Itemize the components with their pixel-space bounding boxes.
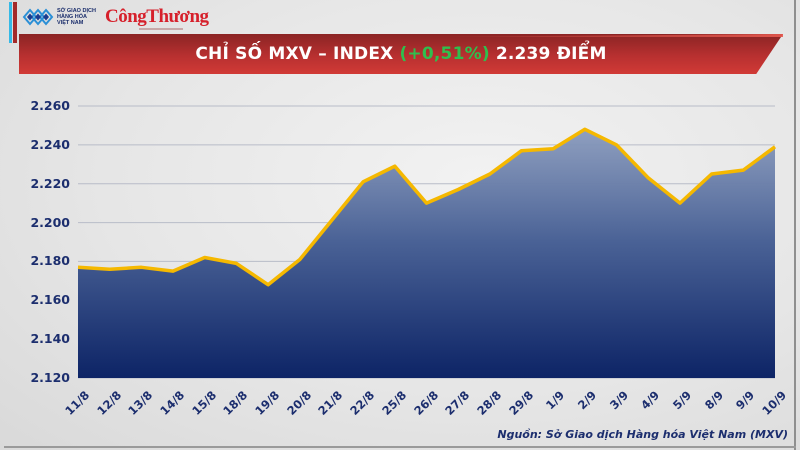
y-tick-label: 2.220 — [30, 175, 70, 191]
header-logos: SỞ GIAO DỊCH HÀNG HÓA VIỆT NAM CôngThươn… — [22, 2, 209, 32]
title-banner — [19, 34, 783, 74]
y-tick-label: 2.180 — [30, 253, 70, 269]
accent-bar — [9, 2, 12, 43]
y-tick-label: 2.260 — [30, 98, 70, 113]
chart-title: CHỈ SỐ MXV – INDEX (+0,51%) 2.239 ĐIỂM — [19, 34, 783, 74]
mxv-logo-text: SỞ GIAO DỊCH HÀNG HÓA VIỆT NAM — [57, 8, 101, 26]
logo-line: VIỆT NAM — [57, 20, 84, 26]
logo-line: HÀNG HÓA — [57, 14, 87, 20]
y-tick-label: 2.240 — [30, 136, 70, 152]
frame-border — [4, 446, 796, 448]
congthuong-logo: CôngThương — [105, 6, 209, 30]
title-suffix: 2.239 ĐIỂM — [495, 44, 607, 64]
frame-border — [794, 0, 796, 450]
source-note: Nguồn: Sở Giao dịch Hàng hóa Việt Nam (M… — [497, 428, 788, 441]
change-percent: (+0,51%) — [399, 44, 490, 64]
accent-bar — [13, 2, 17, 43]
mxv-logo-icon — [22, 8, 54, 26]
logo-line: SỞ GIAO DỊCH — [57, 8, 96, 14]
title-prefix: CHỈ SỐ MXV – INDEX — [195, 44, 394, 64]
y-tick-label: 2.140 — [30, 331, 70, 347]
area-fill — [78, 129, 775, 378]
y-tick-label: 2.200 — [30, 214, 70, 230]
y-tick-label: 2.160 — [30, 292, 70, 308]
y-tick-label: 2.120 — [30, 370, 70, 385]
index-line — [77, 127, 777, 287]
banner-highlight — [420, 34, 783, 37]
